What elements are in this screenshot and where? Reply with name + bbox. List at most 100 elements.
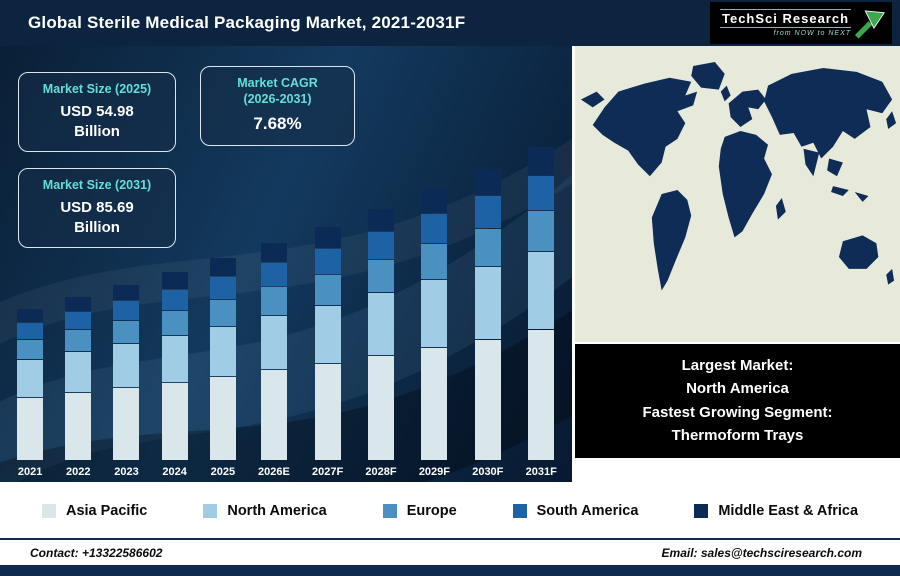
chart-area: Market Size (2025) USD 54.98 Billion Mar… [0, 46, 572, 482]
x-axis-label: 2029F [418, 466, 451, 478]
bar-column-2025: 2025 [209, 258, 236, 478]
bar-segment-south-america [314, 249, 341, 274]
x-axis-label: 2027F [312, 466, 344, 478]
bar-segment-europe [260, 287, 287, 315]
bar-segment-north-america [260, 316, 287, 369]
bar-segment-north-america [474, 267, 501, 339]
footer-bar [0, 565, 900, 576]
legend-label: North America [227, 503, 327, 519]
bar-column-2023: 2023 [113, 285, 140, 478]
fastest-segment-label: Fastest Growing Segment: [642, 403, 833, 421]
bar-stack [65, 297, 92, 460]
arrow-icon [855, 10, 886, 39]
largest-market-label: Largest Market: [681, 357, 794, 374]
bar-segment-north-america [65, 352, 92, 392]
stat-value-unit: Billion [74, 122, 120, 140]
stat-value-number: USD 54.98 [60, 102, 134, 120]
legend-swatch [203, 504, 218, 518]
techsci-logo: TechSci Research from NOW to NEXT [710, 2, 892, 44]
contact-strip: Contact: +13322586602 Email: sales@techs… [0, 538, 900, 565]
bar-stack [528, 147, 555, 460]
x-axis-label: 2023 [114, 466, 139, 478]
contact-email: Email: sales@techsciresearch.com [661, 545, 862, 560]
bar-segment-north-america [161, 336, 188, 382]
page-title: Global Sterile Medical Packaging Market,… [28, 13, 466, 32]
bar-segment-middle-east-africa [368, 209, 395, 231]
x-axis-label: 2028F [365, 466, 397, 478]
legend-item: Europe [382, 503, 457, 519]
bar-stack [161, 272, 188, 460]
bar-column-2024: 2024 [161, 272, 188, 478]
bar-stack [474, 169, 501, 460]
bar-segment-asia-pacific [113, 388, 140, 460]
bar-segment-middle-east-africa [474, 169, 501, 195]
bar-segment-north-america [421, 280, 448, 347]
x-axis-label: 2022 [66, 466, 91, 478]
bar-stack [421, 189, 448, 460]
bar-stack [113, 285, 140, 460]
highlight-box: Largest Market: North America Fastest Gr… [575, 344, 900, 458]
bar-segment-asia-pacific [421, 348, 448, 460]
bar-column-2030F: 2030F [472, 169, 503, 478]
cagr-label-line1: Market CAGR [237, 76, 318, 90]
bar-segment-north-america [528, 252, 555, 329]
legend-label: Europe [406, 503, 457, 519]
bar-column-2031F: 2031F [526, 147, 557, 478]
bar-segment-asia-pacific [209, 377, 236, 460]
x-axis-label: 2030F [472, 466, 504, 478]
bar-column-2029F: 2029F [419, 189, 450, 478]
bar-segment-middle-east-africa [260, 243, 287, 262]
stat-value-number: USD 85.69 [60, 198, 134, 216]
bar-segment-south-america [260, 263, 287, 286]
stat-value-unit: Billion [74, 218, 120, 236]
bar-segment-europe [314, 275, 341, 305]
legend-item: North America [203, 503, 327, 519]
stat-market-size-2025: Market Size (2025) USD 54.98 Billion [18, 72, 176, 153]
bar-segment-middle-east-africa [161, 272, 188, 289]
bar-segment-south-america [528, 176, 555, 210]
logo-text: TechSci Research from NOW to NEXT [720, 9, 852, 37]
bar-segment-north-america [17, 360, 44, 397]
legend-item: Asia Pacific [41, 503, 148, 519]
legend-swatch [694, 504, 709, 518]
bar-column-2021: 2021 [17, 309, 44, 478]
bar-segment-north-america [368, 293, 395, 355]
stat-value: USD 54.98 Billion [29, 102, 165, 143]
bar-segment-europe [113, 321, 140, 343]
bar-segment-middle-east-africa [421, 189, 448, 213]
cagr-value: 7.68% [253, 114, 302, 134]
header-bar: Global Sterile Medical Packaging Market,… [0, 0, 900, 46]
bar-segment-middle-east-africa [65, 297, 92, 311]
legend: Asia Pacific North America Europe South Ame… [0, 484, 900, 538]
bar-segment-asia-pacific [17, 398, 44, 460]
bar-stack [314, 227, 341, 460]
largest-market-value: North America [686, 380, 789, 398]
bar-segment-south-america [368, 232, 395, 259]
bar-segment-middle-east-africa [113, 285, 140, 300]
bar-segment-europe [528, 211, 555, 251]
bar-stack [17, 309, 44, 460]
bar-segment-europe [65, 330, 92, 351]
bar-column-2028F: 2028F [365, 209, 397, 478]
bar-segment-asia-pacific [474, 340, 501, 460]
bar-segment-europe [161, 311, 188, 335]
logo-brand: TechSci Research [720, 9, 852, 28]
bar-segment-south-america [421, 214, 448, 243]
bar-segment-middle-east-africa [528, 147, 555, 175]
legend-swatch [382, 504, 397, 518]
bar-segment-middle-east-africa [209, 258, 236, 276]
legend-label: Middle East & Africa [718, 503, 859, 519]
legend-label: Asia Pacific [65, 503, 148, 519]
bar-segment-asia-pacific [161, 383, 188, 460]
x-axis-label: 2025 [210, 466, 236, 478]
bar-segment-south-america [17, 323, 44, 339]
cagr-label-line2: (2026-2031) [243, 91, 312, 106]
legend-swatch [512, 504, 527, 518]
bar-segment-north-america [209, 327, 236, 376]
bar-column-2022: 2022 [65, 297, 92, 478]
bar-column-2026E: 2026E [258, 243, 290, 478]
bar-segment-europe [421, 244, 448, 279]
bars: 2021 2022 2023 2024 2025 2026E 2027F 2028F 2029F… [6, 147, 568, 478]
bar-segment-south-america [161, 290, 188, 310]
